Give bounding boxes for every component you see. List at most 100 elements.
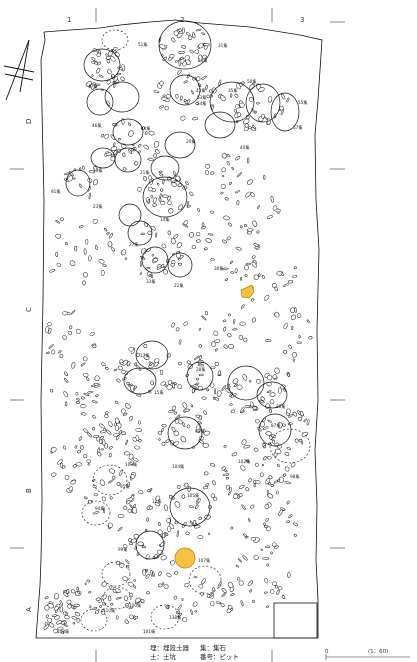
stone — [180, 436, 187, 443]
stone — [185, 181, 189, 186]
stone — [183, 321, 188, 326]
stone — [245, 191, 251, 198]
stone — [252, 220, 258, 227]
stone — [282, 423, 286, 427]
feature-label: 100集 — [129, 602, 142, 609]
feature-label: 57集 — [293, 124, 303, 131]
stone — [266, 374, 273, 381]
stone — [159, 173, 164, 177]
stone — [112, 475, 116, 480]
stone — [105, 411, 109, 415]
stone — [184, 55, 190, 61]
stone — [67, 603, 72, 609]
stone — [122, 152, 126, 158]
stone — [290, 314, 296, 321]
stone — [139, 260, 143, 268]
stone — [230, 93, 233, 98]
stone — [253, 554, 259, 560]
stone — [221, 167, 227, 173]
stone — [153, 90, 160, 93]
stone — [197, 363, 205, 367]
stone — [258, 87, 265, 93]
stone — [274, 367, 280, 374]
stone — [210, 462, 215, 467]
stone — [101, 362, 106, 366]
stone — [76, 586, 79, 591]
stone — [128, 542, 133, 545]
stone — [286, 408, 291, 414]
stone — [201, 578, 206, 585]
stone — [84, 496, 88, 500]
stone — [151, 254, 154, 257]
stone — [203, 247, 208, 251]
stone — [253, 243, 259, 247]
stone — [203, 410, 207, 415]
grid-row-label-c: C — [25, 307, 33, 312]
stone — [241, 439, 247, 446]
feature-label: 28集 — [196, 366, 206, 373]
stone — [207, 594, 211, 598]
stone — [47, 327, 52, 334]
stone — [268, 475, 273, 480]
stone — [251, 298, 255, 302]
stone — [222, 267, 229, 270]
stone — [185, 531, 190, 536]
stone — [282, 473, 287, 477]
highlighted-features — [174, 284, 255, 569]
stone — [159, 80, 164, 86]
feature-label: 102集 — [238, 458, 251, 465]
stone — [140, 232, 145, 236]
stone — [238, 485, 245, 489]
stone — [109, 468, 116, 474]
stone — [221, 385, 226, 392]
stone — [292, 411, 298, 417]
stone — [95, 610, 99, 615]
stone — [165, 532, 169, 536]
stone — [251, 255, 256, 259]
stone — [189, 49, 194, 54]
stone — [51, 349, 56, 355]
stone — [109, 446, 113, 450]
feature-label: 86集 — [276, 403, 286, 410]
stone — [213, 397, 216, 400]
stone — [69, 260, 76, 267]
stone — [250, 504, 255, 509]
stone — [206, 94, 210, 99]
stone — [281, 93, 286, 100]
stone — [244, 274, 248, 277]
stone — [77, 591, 80, 595]
stone — [74, 611, 81, 617]
stone — [162, 94, 166, 98]
stone — [160, 381, 166, 386]
feature-label: 20集 — [186, 138, 196, 145]
stone — [60, 462, 63, 468]
stone — [64, 172, 70, 175]
stone — [158, 521, 161, 527]
stone — [115, 588, 121, 594]
stone — [168, 208, 174, 214]
stone — [220, 183, 226, 189]
stone — [99, 479, 106, 486]
stone — [97, 61, 102, 66]
stone — [141, 545, 147, 548]
stone — [210, 592, 214, 597]
stone — [120, 361, 124, 365]
legend-burial-pottery: 埋：埋設土器 — [150, 643, 190, 652]
stone — [158, 571, 162, 576]
stone — [198, 43, 204, 49]
stone — [220, 94, 226, 102]
stone — [122, 544, 128, 549]
stone — [70, 480, 76, 485]
stone — [205, 170, 209, 175]
stone — [232, 319, 236, 324]
stone — [223, 444, 227, 448]
stone — [243, 337, 248, 342]
stone — [70, 589, 76, 594]
stone — [139, 272, 143, 275]
stone — [262, 275, 265, 279]
stone — [169, 54, 175, 59]
stone — [105, 429, 112, 435]
stone — [71, 616, 77, 620]
stone — [143, 176, 147, 182]
stone — [297, 410, 301, 415]
